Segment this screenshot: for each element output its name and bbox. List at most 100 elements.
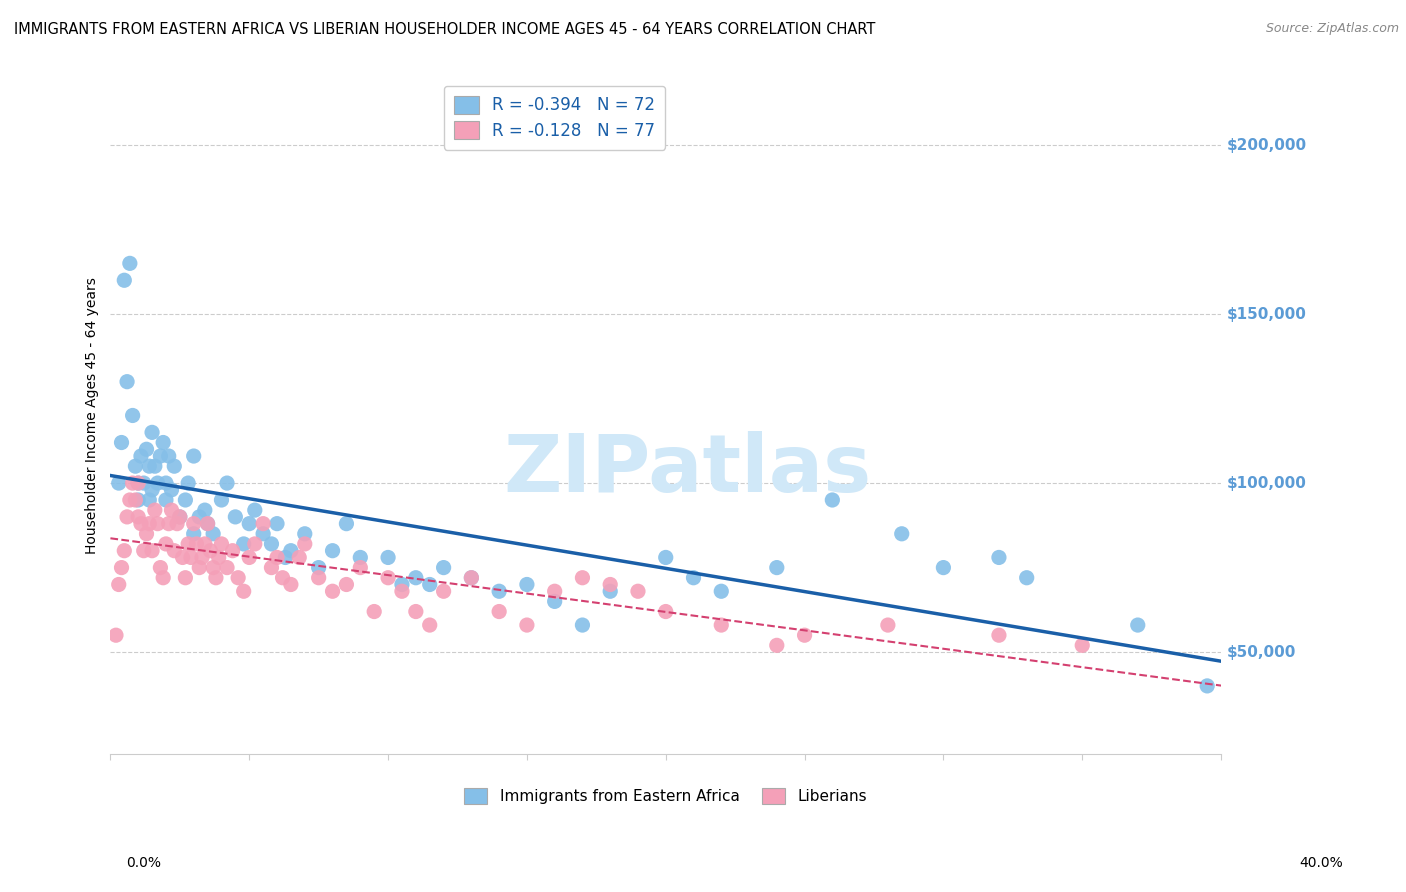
Point [169, 509, 191, 524]
Point [155, 493, 177, 508]
Point [160, 483, 183, 497]
Text: 40.0%: 40.0% [1299, 855, 1343, 870]
Point [132, 476, 155, 491]
Point [890, 526, 912, 541]
Point [138, 493, 160, 508]
Point [710, 584, 733, 599]
Point [169, 509, 191, 524]
Point [155, 476, 177, 491]
Point [141, 543, 163, 558]
Point [460, 571, 482, 585]
Point [202, 560, 225, 574]
Point [391, 577, 413, 591]
Point [127, 476, 149, 491]
Point [127, 509, 149, 524]
Point [115, 375, 138, 389]
Point [232, 537, 254, 551]
Point [349, 550, 371, 565]
Point [197, 516, 219, 531]
Point [135, 526, 157, 541]
Point [876, 618, 898, 632]
Point [202, 526, 225, 541]
Text: Source: ZipAtlas.com: Source: ZipAtlas.com [1265, 22, 1399, 36]
Point [280, 577, 302, 591]
Point [186, 537, 208, 551]
Point [152, 435, 174, 450]
Point [121, 476, 143, 491]
Point [308, 560, 330, 574]
Point [391, 584, 413, 599]
Point [188, 560, 211, 574]
Point [107, 476, 129, 491]
Point [163, 459, 186, 474]
Point [238, 516, 260, 531]
Point [987, 628, 1010, 642]
Point [654, 605, 676, 619]
Point [188, 509, 211, 524]
Point [627, 584, 650, 599]
Point [143, 503, 166, 517]
Point [1015, 571, 1038, 585]
Point [211, 493, 233, 508]
Point [215, 560, 238, 574]
Point [544, 584, 567, 599]
Point [243, 503, 266, 517]
Point [571, 618, 593, 632]
Point [232, 584, 254, 599]
Text: ZIPatlas: ZIPatlas [503, 431, 872, 508]
Point [115, 509, 138, 524]
Point [516, 577, 538, 591]
Point [138, 459, 160, 474]
Point [197, 516, 219, 531]
Point [433, 584, 456, 599]
Point [377, 571, 399, 585]
Point [121, 409, 143, 423]
Point [180, 550, 202, 565]
Point [821, 493, 844, 508]
Point [224, 509, 246, 524]
Point [932, 560, 955, 574]
Point [987, 550, 1010, 565]
Point [194, 503, 217, 517]
Point [141, 483, 163, 497]
Point [419, 618, 441, 632]
Legend: Immigrants from Eastern Africa, Liberians: Immigrants from Eastern Africa, Liberian… [456, 779, 876, 814]
Point [118, 256, 141, 270]
Point [157, 516, 180, 531]
Point [174, 493, 197, 508]
Point [177, 537, 200, 551]
Point [488, 584, 510, 599]
Point [599, 577, 621, 591]
Point [124, 493, 146, 508]
Point [793, 628, 815, 642]
Point [419, 577, 441, 591]
Point [110, 435, 132, 450]
Point [160, 503, 183, 517]
Point [260, 560, 283, 574]
Point [129, 449, 152, 463]
Text: $150,000: $150,000 [1226, 307, 1306, 322]
Point [172, 550, 194, 565]
Point [211, 537, 233, 551]
Point [260, 537, 283, 551]
Point [488, 605, 510, 619]
Point [1197, 679, 1219, 693]
Point [238, 550, 260, 565]
Text: IMMIGRANTS FROM EASTERN AFRICA VS LIBERIAN HOUSEHOLDER INCOME AGES 45 - 64 YEARS: IMMIGRANTS FROM EASTERN AFRICA VS LIBERI… [14, 22, 876, 37]
Point [335, 577, 357, 591]
Point [118, 493, 141, 508]
Point [544, 594, 567, 608]
Point [294, 537, 316, 551]
Point [155, 537, 177, 551]
Point [129, 516, 152, 531]
Point [152, 571, 174, 585]
Point [200, 543, 222, 558]
Point [765, 638, 787, 652]
Point [208, 550, 231, 565]
Point [765, 560, 787, 574]
Point [183, 526, 205, 541]
Point [124, 459, 146, 474]
Point [266, 516, 288, 531]
Point [243, 537, 266, 551]
Point [143, 459, 166, 474]
